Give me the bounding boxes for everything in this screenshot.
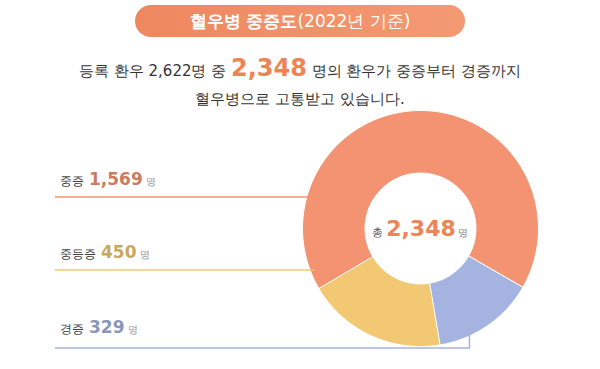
html-text:혈우병 중증도(2022년 기준): 혈우병 중증도(2022년 기준) bbox=[189, 11, 411, 31]
svg-text:중증1,569명: 중증1,569명 bbox=[60, 169, 156, 189]
svg-text:경증329명: 경증329명 bbox=[60, 317, 138, 337]
html-text:등록 환우 2,622명 중2,348명의 환우가 중증부터: 등록 환우 2,622명 중2,348명의 환우가 중증부터 경증까지 bbox=[79, 54, 521, 82]
html-text:혈우병으로 고통받고 있습니다.: 혈우병으로 고통받고 있습니다. bbox=[195, 90, 405, 108]
svg-text:중등증450명: 중등증450명 bbox=[60, 242, 150, 262]
svg-text:총2,348명: 총2,348명 bbox=[372, 216, 468, 241]
